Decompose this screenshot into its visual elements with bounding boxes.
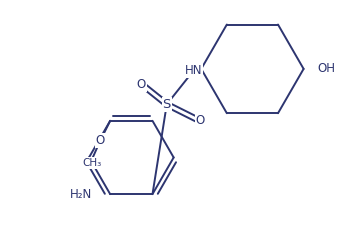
Text: O: O bbox=[137, 78, 146, 91]
Text: S: S bbox=[163, 98, 171, 111]
Text: H₂N: H₂N bbox=[70, 188, 92, 201]
Text: CH₃: CH₃ bbox=[83, 158, 102, 168]
Text: HN: HN bbox=[185, 64, 202, 77]
Text: OH: OH bbox=[317, 62, 335, 75]
Text: O: O bbox=[96, 134, 105, 147]
Text: O: O bbox=[195, 114, 205, 126]
